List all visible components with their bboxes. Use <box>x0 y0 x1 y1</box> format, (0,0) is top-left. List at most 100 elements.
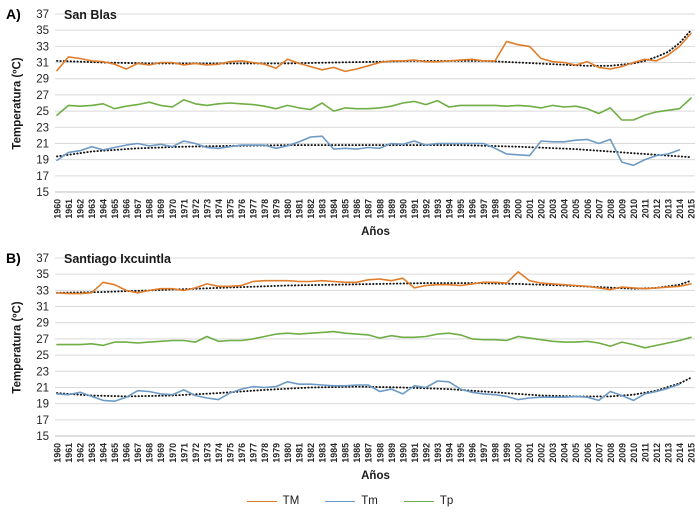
y-tick-label: 33 <box>36 41 49 53</box>
x-tick-label: 1981 <box>295 443 305 463</box>
x-tick-label: 2015 <box>687 443 697 463</box>
x-tick-label: 1966 <box>122 443 132 463</box>
x-tick-label: 1992 <box>421 199 431 219</box>
x-tick-label: 1975 <box>225 199 235 219</box>
x-tick-label: 1974 <box>214 443 224 463</box>
x-tick-label: 1997 <box>479 443 489 463</box>
x-tick-label: 1998 <box>491 199 501 219</box>
y-tick-label: 29 <box>36 74 49 86</box>
x-tick-label: 2005 <box>571 199 581 219</box>
x-tick-label: 1965 <box>110 443 120 463</box>
x-tick-label: 1982 <box>306 443 316 463</box>
x-tick-label: 1976 <box>237 199 247 219</box>
x-tick-label: 2015 <box>687 199 697 219</box>
x-tick-label: 2013 <box>663 443 673 463</box>
x-tick-label: 1994 <box>444 443 454 463</box>
x-tick-label: 2012 <box>652 199 662 219</box>
y-tick-label: 31 <box>36 58 49 70</box>
x-tick-label: 1989 <box>387 199 397 219</box>
x-tick-label: 1961 <box>64 199 74 219</box>
chart-title-san-blas: San Blas <box>64 8 117 22</box>
x-tick-label: 1968 <box>145 199 155 219</box>
x-tick-label: 1970 <box>168 199 178 219</box>
y-tick-label: 19 <box>36 155 49 167</box>
x-tick-label: 2000 <box>514 199 524 219</box>
chart-title-santiago-ixcuintla: Santiago Ixcuintla <box>64 252 171 266</box>
y-tick-label: 15 <box>36 187 49 199</box>
legend-label: Tp <box>439 495 454 507</box>
x-tick-label: 1978 <box>260 199 270 219</box>
x-tick-label: 1990 <box>398 443 408 463</box>
x-tick-label: 1984 <box>329 199 339 219</box>
y-tick-label: 27 <box>36 334 49 346</box>
x-tick-label: 1994 <box>444 199 454 219</box>
x-tick-label: 2005 <box>571 443 581 463</box>
x-tick-label: 1982 <box>306 199 316 219</box>
x-tick-label: 1996 <box>467 443 477 463</box>
x-tick-label: 1989 <box>387 443 397 463</box>
y-tick-label: 23 <box>36 366 49 378</box>
y-tick-label: 37 <box>36 9 49 21</box>
x-tick-label: 1986 <box>352 199 362 219</box>
x-tick-label: 1986 <box>352 443 362 463</box>
x-tick-label: 1972 <box>191 443 201 463</box>
x-tick-label: 1971 <box>179 443 189 463</box>
x-tick-label: 2014 <box>675 443 685 463</box>
x-tick-label: 1997 <box>479 199 489 219</box>
x-tick-label: 2008 <box>606 199 616 219</box>
y-tick-label: 31 <box>36 302 49 314</box>
x-tick-label: 2006 <box>583 443 593 463</box>
x-tick-label: 1983 <box>318 443 328 463</box>
x-tick-label: 1973 <box>202 199 212 219</box>
chart-santiago-ixcuintla: 37 35 33 31 29 27 25 23 21 19 17 15 1960 1961 1962 1963… <box>36 253 697 463</box>
y-tick-label: 37 <box>36 253 49 265</box>
x-tick-label: 2011 <box>640 199 650 218</box>
y-tick-label: 19 <box>36 399 49 411</box>
x-tick-label: 1965 <box>110 199 120 219</box>
x-tick-label: 1960 <box>53 443 63 463</box>
y-tick-label: 17 <box>36 171 49 183</box>
y-tick-label: 17 <box>36 415 49 427</box>
trendline-TM <box>56 29 692 67</box>
x-tick-label: 1992 <box>421 443 431 463</box>
x-tick-label: 1985 <box>341 443 351 463</box>
x-tick-label: 1971 <box>179 199 189 219</box>
y-tick-label: 33 <box>36 285 49 297</box>
legend-item-TM: TM <box>246 495 299 507</box>
x-tick-label: 1999 <box>502 443 512 463</box>
x-tick-label: 1976 <box>237 443 247 463</box>
series-TM <box>56 32 692 73</box>
x-tick-label: 1990 <box>398 199 408 219</box>
y-axis-label-a: Temperatura (ºC) <box>11 57 24 150</box>
x-tick-label: 1993 <box>433 199 443 219</box>
x-tick-label: 1966 <box>122 199 132 219</box>
x-tick-label: 1973 <box>202 443 212 463</box>
x-tick-label: 1963 <box>87 199 97 219</box>
x-tick-label: 1998 <box>491 443 501 463</box>
legend-item-Tp: Tp <box>403 495 454 507</box>
x-tick-label: 1977 <box>248 443 258 463</box>
x-tick-label: 1963 <box>87 443 97 463</box>
legend-line-icon <box>403 500 434 502</box>
legend-line-icon <box>246 500 277 502</box>
x-tick-label: 1961 <box>64 443 74 463</box>
x-tick-label: 2008 <box>606 443 616 463</box>
x-tick-label: 1969 <box>156 443 166 463</box>
x-tick-label: 2006 <box>583 199 593 219</box>
x-tick-label: 1974 <box>214 199 224 219</box>
series-Tm <box>56 135 681 167</box>
trendline-Tm <box>56 144 692 159</box>
x-tick-label: 2010 <box>629 199 639 219</box>
x-tick-label: 1983 <box>318 199 328 219</box>
x-tick-label: 1979 <box>272 443 282 463</box>
y-tick-label: 29 <box>36 318 49 330</box>
x-tick-label: 2003 <box>548 199 558 219</box>
x-tick-label: 2012 <box>652 443 662 463</box>
x-axis-label-b: Años <box>361 470 390 482</box>
x-tick-label: 2004 <box>560 199 570 219</box>
x-tick-label: 1995 <box>456 443 466 463</box>
legend: TM Tm Tp <box>0 490 700 512</box>
y-tick-label: 21 <box>36 138 49 150</box>
x-tick-label: 2001 <box>525 443 535 463</box>
x-tick-label: 1999 <box>502 199 512 219</box>
